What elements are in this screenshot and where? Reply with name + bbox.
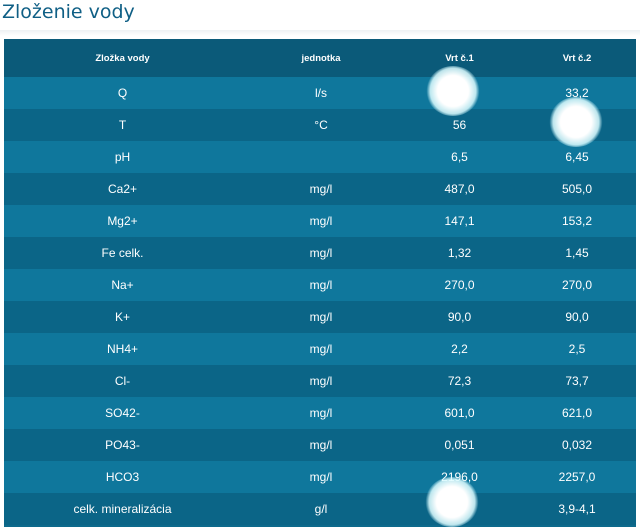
table-row: Mg2+ mg/l 147,1 153,2 bbox=[4, 205, 636, 237]
cell-well-1: 487,0 bbox=[444, 182, 475, 196]
cell-component: Cl- bbox=[114, 374, 131, 388]
cell-well-2: 2257,0 bbox=[558, 470, 596, 484]
cell-unit: g/l bbox=[314, 502, 328, 516]
cell-unit: mg/l bbox=[309, 374, 333, 388]
cell-component: Mg2+ bbox=[107, 214, 138, 228]
cell-component: Na+ bbox=[111, 278, 134, 292]
column-header-well-1: Vrt č.1 bbox=[445, 52, 474, 64]
cell-well-1: 2,2 bbox=[451, 342, 468, 356]
cell-well-2: 153,2 bbox=[561, 214, 593, 228]
cell-unit: mg/l bbox=[309, 214, 333, 228]
column-header-unit: jednotka bbox=[301, 52, 341, 64]
cell-component: HCO3 bbox=[105, 470, 140, 484]
cell-component: Q bbox=[117, 86, 128, 100]
cell-unit: mg/l bbox=[309, 406, 333, 420]
cell-unit: mg/l bbox=[309, 310, 333, 324]
cell-component: SO42- bbox=[105, 406, 140, 420]
cell-well-2: 33,2 bbox=[565, 86, 589, 100]
cell-component: pH bbox=[114, 150, 131, 164]
table-row: Fe celk. mg/l 1,32 1,45 bbox=[4, 237, 636, 269]
column-header-component: Zložka vody bbox=[95, 52, 150, 64]
cell-well-2: 621,0 bbox=[561, 406, 593, 420]
table-row: celk. mineralizácia g/l 3,9-4,1 bbox=[4, 493, 636, 525]
table-row: Cl-mg/l 72,3 73,7 bbox=[4, 365, 636, 397]
cell-unit: °C bbox=[314, 118, 328, 132]
cell-unit: l/s bbox=[315, 86, 327, 100]
cell-component: Ca2+ bbox=[107, 182, 138, 196]
cell-unit: mg/l bbox=[309, 246, 333, 260]
cell-well-2: 73,7 bbox=[565, 374, 589, 388]
table-row: K+ mg/l 90,0 90,0 bbox=[4, 301, 636, 333]
table-row: NH4+ mg/l 2,2 2,5 bbox=[4, 333, 636, 365]
cell-component: Fe celk. bbox=[101, 246, 144, 260]
cell-well-1: 90,0 bbox=[447, 310, 472, 324]
cell-unit: mg/l bbox=[309, 182, 333, 196]
cell-well-2: 2,5 bbox=[568, 342, 586, 356]
cell-unit: mg/l bbox=[309, 438, 333, 452]
table-row: T °C 56 bbox=[4, 109, 636, 141]
title-divider bbox=[0, 30, 640, 36]
blur-spot bbox=[549, 97, 603, 147]
cell-unit bbox=[241, 141, 401, 173]
cell-component: K+ bbox=[114, 310, 130, 324]
cell-unit: mg/l bbox=[309, 278, 333, 292]
table-row: pH 6,5 6,45 bbox=[4, 141, 636, 173]
cell-unit: mg/l bbox=[309, 470, 333, 484]
cell-component: T bbox=[118, 118, 127, 132]
table-row: Na+ mg/l 270,0 270,0 bbox=[4, 269, 636, 301]
table-header-row: Zložka vody jednotka Vrt č.1 Vrt č.2 bbox=[4, 39, 636, 77]
cell-well-1: 601,0 bbox=[444, 406, 475, 420]
cell-component: celk. mineralizácia bbox=[73, 502, 172, 516]
cell-well-1: 270,0 bbox=[444, 278, 475, 292]
cell-well-2: 270,0 bbox=[561, 278, 593, 292]
cell-well-2: 0,032 bbox=[561, 438, 593, 452]
table-row: PO43- mg/l 0,051 0,032 bbox=[4, 429, 636, 461]
cell-well-2: 6,45 bbox=[565, 150, 589, 164]
cell-well-1: 72,3 bbox=[447, 374, 472, 388]
cell-well-1: 0,051 bbox=[444, 438, 475, 452]
cell-component: NH4+ bbox=[106, 342, 138, 356]
cell-well-1: 56 bbox=[452, 118, 467, 132]
cell-unit: mg/l bbox=[309, 342, 333, 356]
cell-well-2: 1,45 bbox=[565, 246, 589, 260]
table-row: SO42- mg/l 601,0 621,0 bbox=[4, 397, 636, 429]
cell-well-1: 147,1 bbox=[444, 214, 475, 228]
blur-spot bbox=[426, 66, 480, 116]
cell-well-2: 90,0 bbox=[565, 310, 589, 324]
table-row: Ca2+ mg/l 487,0 505,0 bbox=[4, 173, 636, 205]
blur-spot bbox=[425, 477, 479, 527]
page-title: Zloženie vody bbox=[2, 1, 135, 23]
column-header-well-2: Vrt č.2 bbox=[562, 52, 592, 64]
cell-well-2: 505,0 bbox=[561, 182, 593, 196]
cell-well-1: 1,32 bbox=[447, 246, 472, 260]
cell-well-1: 6,5 bbox=[451, 150, 468, 164]
cell-well-2: 3,9-4,1 bbox=[558, 502, 596, 516]
cell-component: PO43- bbox=[105, 438, 140, 452]
